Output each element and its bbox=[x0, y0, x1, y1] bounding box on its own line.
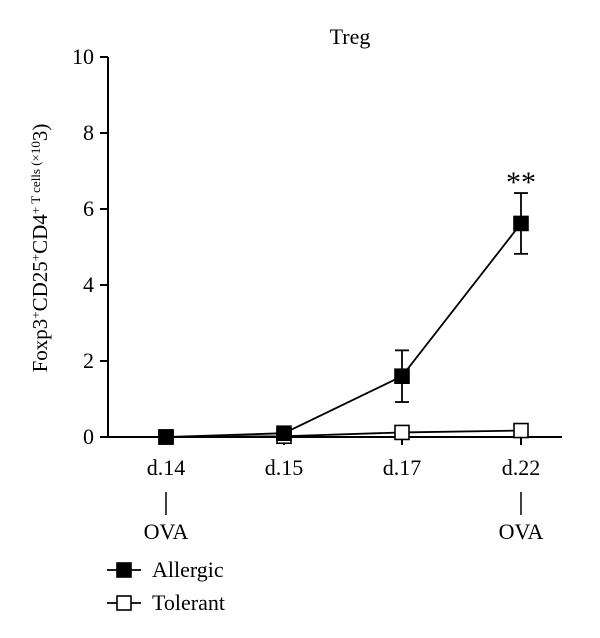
y-tick-label: 10 bbox=[72, 44, 94, 69]
chart-title: Treg bbox=[330, 24, 371, 49]
x-tick-label: d.14 bbox=[147, 455, 186, 480]
y-label-superscript: + bbox=[28, 254, 43, 261]
ova-marker-label: OVA bbox=[144, 519, 189, 544]
legend-label: Allergic bbox=[152, 557, 224, 582]
x-tick-label: d.22 bbox=[502, 455, 541, 480]
y-label-superscript: + bbox=[28, 311, 43, 318]
series-layer bbox=[158, 192, 529, 445]
y-tick-label: 2 bbox=[83, 348, 94, 373]
data-point-allergic bbox=[513, 215, 529, 232]
y-label-part: 3 bbox=[28, 131, 52, 142]
legend-marker bbox=[116, 595, 132, 611]
annotation-layer: ** bbox=[506, 166, 536, 199]
data-point-allergic bbox=[276, 425, 292, 442]
y-label-part: CD4 bbox=[28, 214, 52, 254]
legend-label: Tolerant bbox=[152, 590, 225, 615]
data-point-allergic bbox=[158, 429, 174, 445]
y-tick-label: 0 bbox=[83, 424, 94, 449]
y-tick-label: 8 bbox=[83, 120, 94, 145]
series-line-allergic bbox=[165, 222, 522, 438]
x-tick-label: d.17 bbox=[383, 455, 422, 480]
y-tick-label: 4 bbox=[83, 272, 94, 297]
y-label-part: Foxp3 bbox=[28, 319, 52, 373]
significance-annotation: ** bbox=[506, 166, 536, 199]
series-line-tolerant bbox=[165, 429, 522, 438]
data-point-tolerant bbox=[513, 422, 529, 439]
legend: Allergic Tolerant bbox=[107, 557, 225, 615]
y-label-superscript: T cells (×10 bbox=[28, 141, 43, 207]
data-point-allergic bbox=[394, 368, 410, 385]
y-label-part: CD25 bbox=[28, 261, 52, 311]
axes: 0 2 4 6 8 10 d.14 d.15 d.17 d.22 OVA OVA bbox=[72, 44, 562, 544]
y-label-superscript: + bbox=[28, 207, 43, 214]
y-label-part: ) bbox=[28, 124, 52, 131]
data-point-tolerant bbox=[394, 424, 410, 441]
ova-marker-label: OVA bbox=[499, 519, 544, 544]
x-tick-label: d.15 bbox=[265, 455, 304, 480]
y-axis-label: Foxp3+CD25+CD4+ T cells (×103) bbox=[28, 124, 53, 373]
legend-marker bbox=[116, 562, 132, 578]
y-tick-label: 6 bbox=[83, 196, 94, 221]
